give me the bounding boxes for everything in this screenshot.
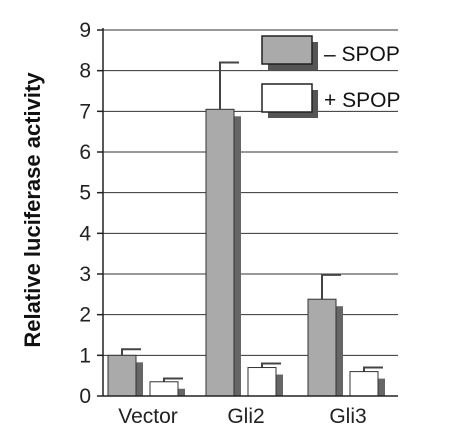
- bars: [107, 61, 385, 397]
- bar-vector-series-1: [107, 354, 137, 397]
- legend-swatch: [261, 35, 313, 65]
- legend-swatch: [261, 83, 313, 113]
- legend-label: + SPOP: [324, 89, 400, 112]
- bar-gli2-series-1: [205, 108, 235, 397]
- y-tick-label: 9: [79, 19, 91, 42]
- bar-vector-series-2: [149, 381, 179, 397]
- y-tick-label: 3: [79, 263, 91, 286]
- y-tick-label: 4: [79, 222, 91, 245]
- y-tick-label: 8: [79, 60, 91, 83]
- y-axis-label: Relative luciferase activity: [20, 72, 45, 348]
- y-tick-label: 2: [79, 304, 91, 327]
- gridlines: [103, 29, 398, 356]
- x-tick-label: Gli2: [227, 405, 264, 428]
- x-tick-label: Vector: [118, 405, 178, 428]
- bar-gli2-series-2: [247, 367, 277, 397]
- y-tick-label: 6: [79, 141, 91, 164]
- y-tick-label: 1: [79, 344, 91, 367]
- y-tick-label: 0: [79, 385, 91, 408]
- bar-gli3-series-2: [349, 371, 379, 397]
- axes: 0 1 2 3 4 5 6 7 8 9 Vector Gli2 Gli3: [79, 19, 398, 428]
- y-tick-label: 5: [79, 182, 91, 205]
- legend-label: – SPOP: [324, 43, 400, 66]
- y-tick-label: 7: [79, 100, 91, 123]
- legend: – SPOP + SPOP: [261, 35, 400, 118]
- x-tick-label: Gli3: [329, 405, 366, 428]
- bar-gli3-series-1: [307, 298, 337, 397]
